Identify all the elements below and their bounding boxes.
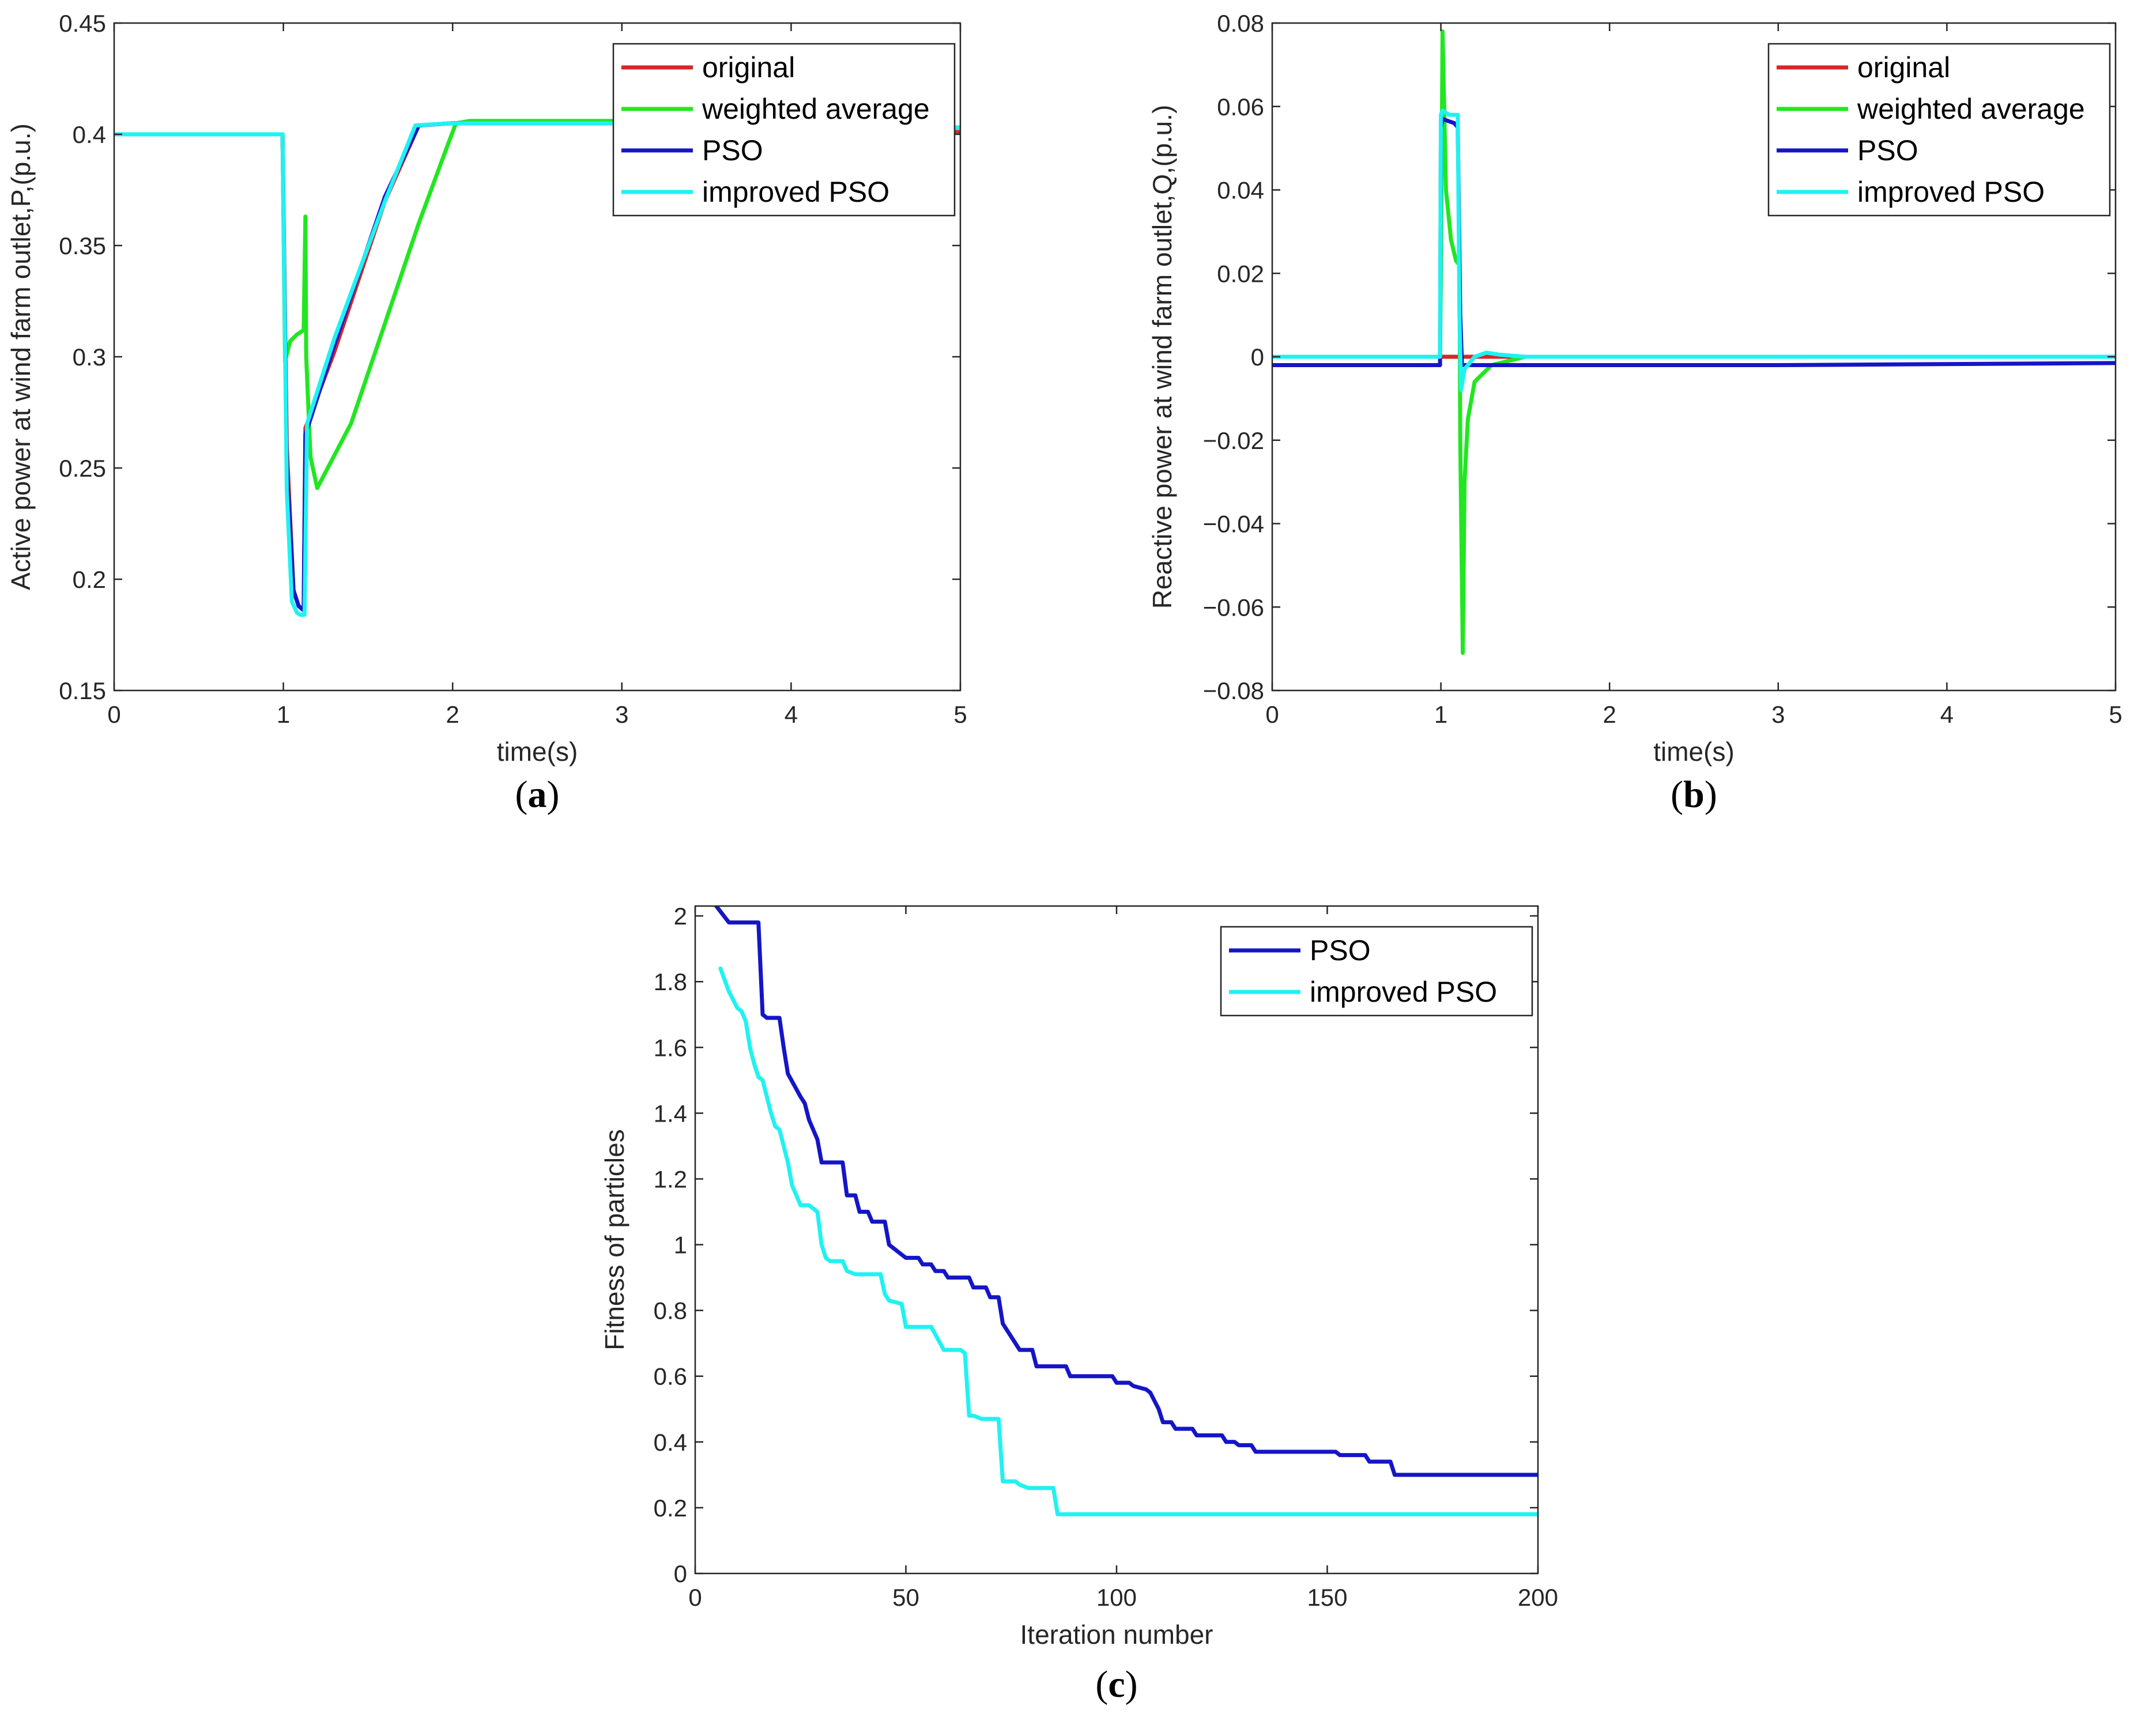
- series-line-improved-pso: [114, 121, 960, 617]
- y-tick-label: −0.02: [1203, 427, 1264, 454]
- legend-label: PSO: [1310, 934, 1371, 967]
- panel-paren-close: ): [1705, 773, 1717, 816]
- x-axis-label: Iteration number: [1020, 1620, 1213, 1650]
- legend-label: weighted average: [702, 93, 930, 125]
- legend: original weighted average PSO improved PSO: [1767, 43, 2111, 217]
- legend-box: [612, 43, 956, 217]
- y-tick-label: 2: [674, 903, 687, 930]
- y-tick-label: 1.4: [654, 1100, 687, 1127]
- y-tick-label: 0: [1251, 344, 1264, 371]
- x-axis-label: time(s): [497, 737, 578, 767]
- x-tick-label: 1: [277, 701, 290, 728]
- y-tick-label: 1: [674, 1232, 687, 1259]
- panel-paren-open: (: [1095, 1663, 1108, 1705]
- panel-paren-open: (: [1671, 773, 1683, 816]
- y-tick-label: 0: [674, 1560, 687, 1587]
- legend-label: original: [1857, 51, 1950, 84]
- panel-paren-open: (: [515, 773, 528, 816]
- series-line-improved-pso: [1272, 108, 2116, 393]
- chart-a: 0 1 2 3 4 5 0.15 0.2 0.25 0.3 0.35 0.4 0.45 time(s) Ac…: [6, 10, 967, 816]
- x-tick-label: 200: [1518, 1584, 1558, 1611]
- x-tick-label: 4: [1940, 701, 1954, 728]
- legend-box: [1220, 926, 1533, 1017]
- x-tick-label: 2: [446, 701, 459, 728]
- panel-letter: a: [528, 773, 547, 816]
- x-tick-label: 5: [953, 701, 967, 728]
- y-axis-label: Active power at wind farm outlet,P,(p.u.…: [6, 123, 36, 590]
- y-tick-label: 0.04: [1217, 177, 1264, 204]
- legend-label: weighted average: [1857, 93, 2085, 125]
- x-tick-label: 0: [688, 1584, 702, 1611]
- y-tick-label: 0.8: [654, 1297, 687, 1324]
- y-axis-label: Fitness of particles: [600, 1129, 629, 1350]
- y-tick-label: 0.2: [73, 566, 106, 593]
- x-tick-label: 0: [107, 701, 120, 728]
- y-tick-label: 0.08: [1217, 10, 1264, 37]
- y-tick-label: 0.25: [59, 455, 106, 482]
- series-line-pso: [714, 906, 1538, 1477]
- chart-b: 0 1 2 3 4 5 −0.08 −0.06 −0.04 −0.02 0 0.02 0.04 0.06 0…: [1147, 10, 2122, 816]
- legend-label: improved PSO: [1310, 976, 1497, 1008]
- panel-paren-close: ): [547, 773, 560, 816]
- x-tick-label: 2: [1603, 701, 1616, 728]
- x-axis-label: time(s): [1653, 737, 1735, 767]
- series-group: [714, 906, 1538, 1516]
- y-tick-label: 0.35: [59, 232, 106, 259]
- y-tick-label: 0.6: [654, 1363, 687, 1390]
- x-tick-label: 50: [892, 1584, 919, 1611]
- panel-letter: b: [1683, 773, 1705, 816]
- series-group: [1272, 29, 2116, 655]
- y-tick-label: 0.3: [73, 344, 106, 371]
- legend-label: original: [702, 51, 795, 84]
- chart-c: 0 50 100 150 200 0 0.2 0.4 0.6 0.8 1 1.2 1.4 1.6 1.8 2 I…: [600, 903, 1558, 1705]
- legend: PSO improved PSO: [1220, 926, 1533, 1017]
- legend: original weighted average PSO improved PSO: [612, 43, 956, 217]
- y-tick-label: −0.06: [1203, 594, 1264, 621]
- plot-area: [695, 906, 1538, 1573]
- legend-label: PSO: [1857, 134, 1918, 167]
- y-tick-label: 1.8: [654, 968, 687, 995]
- panel-letter: c: [1108, 1663, 1125, 1705]
- panel-paren-close: ): [1125, 1663, 1138, 1705]
- x-tick-label: 1: [1434, 701, 1447, 728]
- y-tick-label: −0.08: [1203, 677, 1264, 704]
- x-tick-label: 4: [785, 701, 798, 728]
- y-axis-label: Reactive power at wind farm outlet,Q,(p.…: [1147, 105, 1177, 609]
- y-tick-label: 0.4: [73, 121, 106, 148]
- series-group: [114, 119, 960, 617]
- panel-label: (a): [515, 773, 560, 816]
- legend-label: PSO: [702, 134, 763, 167]
- y-tick-label: 0.06: [1217, 93, 1264, 120]
- y-tick-label: 0.15: [59, 677, 106, 704]
- legend-label: improved PSO: [702, 176, 889, 208]
- x-tick-label: 0: [1265, 701, 1279, 728]
- y-tick-label: 0.2: [654, 1495, 687, 1522]
- y-tick-label: 0.02: [1217, 260, 1264, 287]
- y-tick-label: −0.04: [1203, 511, 1264, 538]
- legend-box: [1767, 43, 2111, 217]
- y-tick-label: 0.4: [654, 1429, 687, 1456]
- y-tick-label: 1.2: [654, 1165, 687, 1192]
- x-tick-label: 5: [2109, 701, 2122, 728]
- panel-label: (b): [1671, 773, 1717, 816]
- x-tick-label: 100: [1096, 1584, 1137, 1611]
- y-tick-label: 0.45: [59, 10, 106, 37]
- series-line-weighted-average: [114, 119, 960, 490]
- x-tick-label: 3: [1771, 701, 1785, 728]
- y-tick-label: 1.6: [654, 1034, 687, 1061]
- panel-label: (c): [1095, 1663, 1137, 1705]
- x-tick-label: 3: [615, 701, 628, 728]
- series-line-improved-pso: [718, 966, 1538, 1516]
- x-tick-label: 150: [1307, 1584, 1347, 1611]
- legend-label: improved PSO: [1857, 176, 2045, 208]
